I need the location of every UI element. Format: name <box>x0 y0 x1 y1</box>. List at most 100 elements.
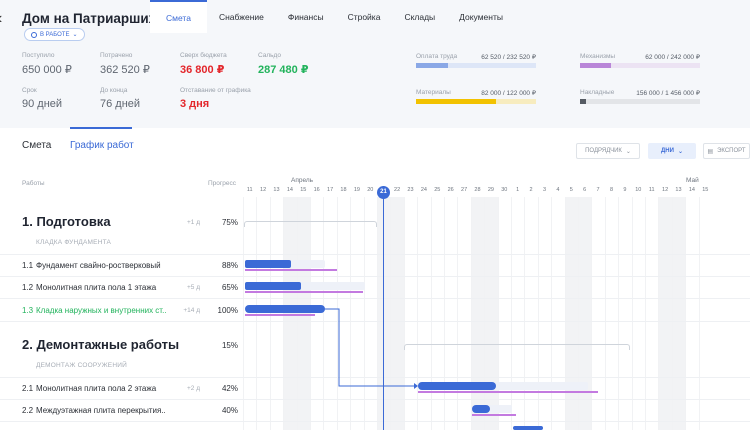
received-label: Поступило <box>22 52 55 59</box>
day-label: 18 <box>340 187 347 193</box>
works-column-header: Работы <box>22 180 45 187</box>
subtab-estimate[interactable]: Смета <box>22 140 52 151</box>
day-column <box>578 197 592 430</box>
day-label: 14 <box>688 187 695 193</box>
table-row-name[interactable]: Фундамент свайно-ростверковый <box>36 261 161 270</box>
labor-progress-fill <box>416 63 449 68</box>
day-label: 9 <box>623 187 627 193</box>
materials-progress-bar <box>416 99 536 104</box>
row-number: 2.2 <box>22 406 34 415</box>
main-tabs: Смета Снабжение Финансы Стройка Склады Д… <box>150 0 515 33</box>
overhead-progress-bar <box>580 99 700 104</box>
day-label: 23 <box>407 187 414 193</box>
day-label: 16 <box>313 187 320 193</box>
status-badge[interactable]: В РАБОТЕ ⌄ <box>24 28 85 41</box>
received-value: 650 000 ₽ <box>22 64 72 76</box>
table-row-name[interactable]: Кладка наружных и внутренних ст.. <box>36 306 167 315</box>
section-title[interactable]: 1. Подготовка <box>22 214 111 229</box>
day-column <box>564 197 578 430</box>
day-label: 12 <box>662 187 669 193</box>
task-bar[interactable] <box>513 426 543 430</box>
task-plan-line <box>472 414 516 416</box>
day-label: 20 <box>367 187 374 193</box>
days-left-label: До конца <box>100 87 128 94</box>
day-column <box>645 197 658 430</box>
gantt-chart: Апрель Май 11121314151617181920212223242… <box>243 172 750 430</box>
day-column <box>551 197 564 430</box>
machines-progress-fill <box>580 63 612 68</box>
day-label: 25 <box>434 187 441 193</box>
task-bar[interactable] <box>245 305 325 313</box>
tab-smeta[interactable]: Смета <box>150 0 207 33</box>
subtab-schedule[interactable]: График работ <box>70 140 134 151</box>
month-may: Май <box>686 177 699 184</box>
row-duration: +2 д <box>186 385 200 392</box>
day-label: 22 <box>394 187 401 193</box>
today-line <box>383 186 384 430</box>
task-bar[interactable] <box>245 260 291 268</box>
overhead-bar-label: Накладные <box>580 89 615 96</box>
table-row-name[interactable]: Монолитная плита пола 2 этажа <box>36 384 157 393</box>
task-bar-track <box>245 282 365 290</box>
table-row-name[interactable]: Монолитная плита пола 1 этажа <box>36 283 157 292</box>
clock-icon <box>31 31 37 38</box>
day-column <box>363 197 377 430</box>
tab-finance[interactable]: Финансы <box>287 12 324 22</box>
day-column <box>698 197 712 430</box>
days-left-value: 76 дней <box>100 98 141 110</box>
day-column <box>631 197 645 430</box>
labor-progress-bar <box>416 63 536 68</box>
days-select[interactable]: ДНИ ⌄ <box>648 143 696 159</box>
term-label: Срок <box>22 87 37 94</box>
day-column <box>658 197 672 430</box>
day-column <box>283 197 297 430</box>
task-bar[interactable] <box>418 382 496 390</box>
day-label: 3 <box>542 187 547 193</box>
task-plan-line <box>245 269 337 271</box>
back-chevron-icon[interactable]: ‹ <box>0 10 2 28</box>
day-label: 5 <box>569 187 573 193</box>
tab-documents[interactable]: Документы <box>459 12 503 22</box>
day-column <box>685 197 698 430</box>
row-number: 1.1 <box>22 261 34 270</box>
row-divider <box>0 298 750 299</box>
spent-label: Потрачено <box>100 52 133 59</box>
day-column <box>604 197 618 430</box>
table-row-name[interactable]: Междуэтажная плита перекрытия.. <box>36 406 166 415</box>
overhead-bar-amount: 156 000 / 1 456 000 ₽ <box>636 90 700 97</box>
section-span-bracket <box>244 221 377 227</box>
day-label: 15 <box>702 187 709 193</box>
tab-warehouses[interactable]: Склады <box>404 12 436 22</box>
day-column <box>537 197 551 430</box>
tab-construction[interactable]: Стройка <box>347 12 381 22</box>
contractor-select[interactable]: ПОДРЯДЧИК ⌄ <box>576 143 640 159</box>
day-label: 17 <box>327 187 334 193</box>
task-bar[interactable] <box>472 405 490 413</box>
labor-bar-amount: 62 520 / 232 520 ₽ <box>481 54 536 61</box>
day-column <box>457 197 470 430</box>
row-number: 2.1 <box>22 384 34 393</box>
row-progress: 88% <box>221 261 238 270</box>
day-label: 8 <box>609 187 614 193</box>
spent-value: 362 520 ₽ <box>100 64 150 76</box>
task-bar[interactable] <box>245 282 301 290</box>
section-progress: 15% <box>221 341 238 350</box>
day-column <box>511 197 524 430</box>
day-column <box>256 197 269 430</box>
day-label: 1 <box>516 187 520 193</box>
task-plan-line <box>418 391 598 393</box>
balance-value: 287 480 ₽ <box>258 64 309 76</box>
chevron-down-icon: ⌄ <box>625 148 631 155</box>
day-column <box>497 197 511 430</box>
row-progress: 100% <box>217 306 238 315</box>
contractor-select-label: ПОДРЯДЧИК <box>585 148 622 154</box>
day-column <box>417 197 430 430</box>
row-number: 1.3 <box>22 306 34 315</box>
machines-progress-bar <box>580 63 700 68</box>
row-divider <box>0 254 750 255</box>
section-title[interactable]: 2. Демонтажные работы <box>22 337 180 352</box>
tab-supply[interactable]: Снабжение <box>218 12 264 22</box>
row-progress: 42% <box>221 384 238 393</box>
